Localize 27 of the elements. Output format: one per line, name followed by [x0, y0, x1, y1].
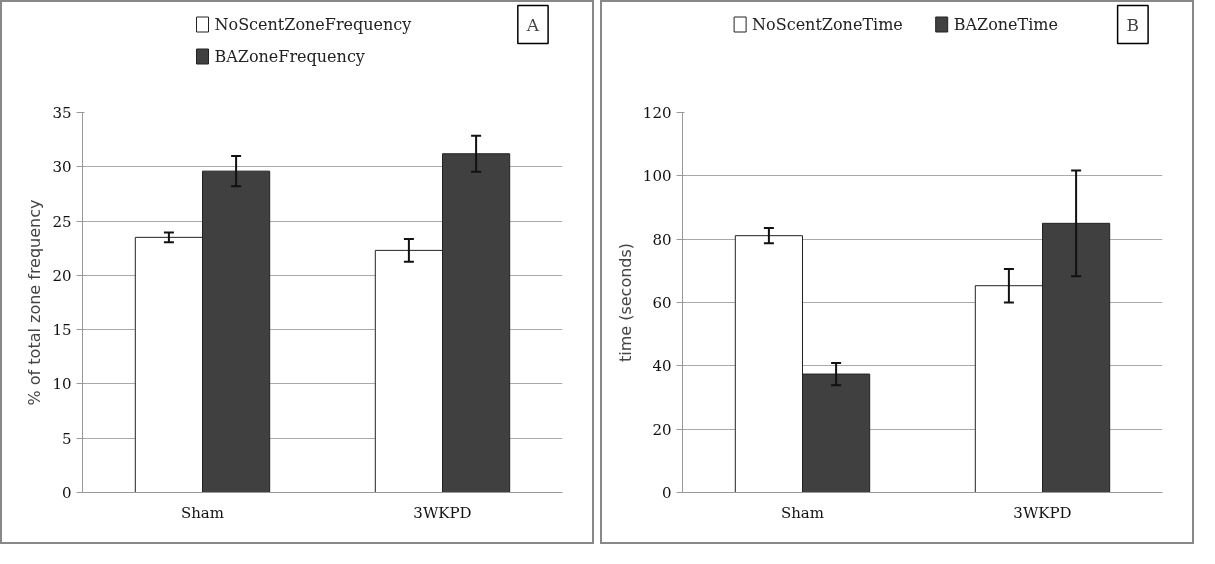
y-tick-label: 15 [52, 321, 72, 340]
y-tick-label: 20 [52, 266, 72, 285]
x-tick-label: Sham [780, 503, 825, 522]
y-tick-label: 40 [652, 357, 672, 376]
y-tick-label: 80 [652, 230, 672, 249]
text: A [525, 14, 540, 35]
y-tick-label: 5 [61, 429, 72, 448]
legend-label: BAZoneTime [953, 15, 1058, 34]
y-tick-label: 25 [52, 212, 72, 231]
legend-label: BAZoneFrequency [214, 47, 365, 66]
y-axis-title: time (seconds) [615, 242, 635, 363]
legend-label: NoScentZoneTime [752, 15, 903, 34]
y-tick-label: 35 [52, 104, 72, 122]
x-tick-label: 3WKPD [413, 503, 472, 522]
y-tick-label: 10 [52, 375, 72, 394]
y-tick-label: 0 [61, 484, 72, 502]
x-tick-label: 3WKPD [1013, 503, 1072, 522]
y-tick-label: 30 [52, 158, 72, 177]
legend-label: NoScentZoneFrequency [214, 15, 412, 34]
y-tick-label: 100 [642, 167, 672, 186]
text: B [1126, 14, 1140, 35]
y-tick-label: 0 [661, 484, 672, 502]
y-tick-label: 20 [652, 420, 672, 439]
x-tick-label: Sham [180, 503, 225, 522]
y-tick-label: 60 [652, 294, 672, 312]
y-tick-label: 120 [642, 104, 672, 122]
y-axis-title: % of total zone frequency [25, 199, 45, 406]
